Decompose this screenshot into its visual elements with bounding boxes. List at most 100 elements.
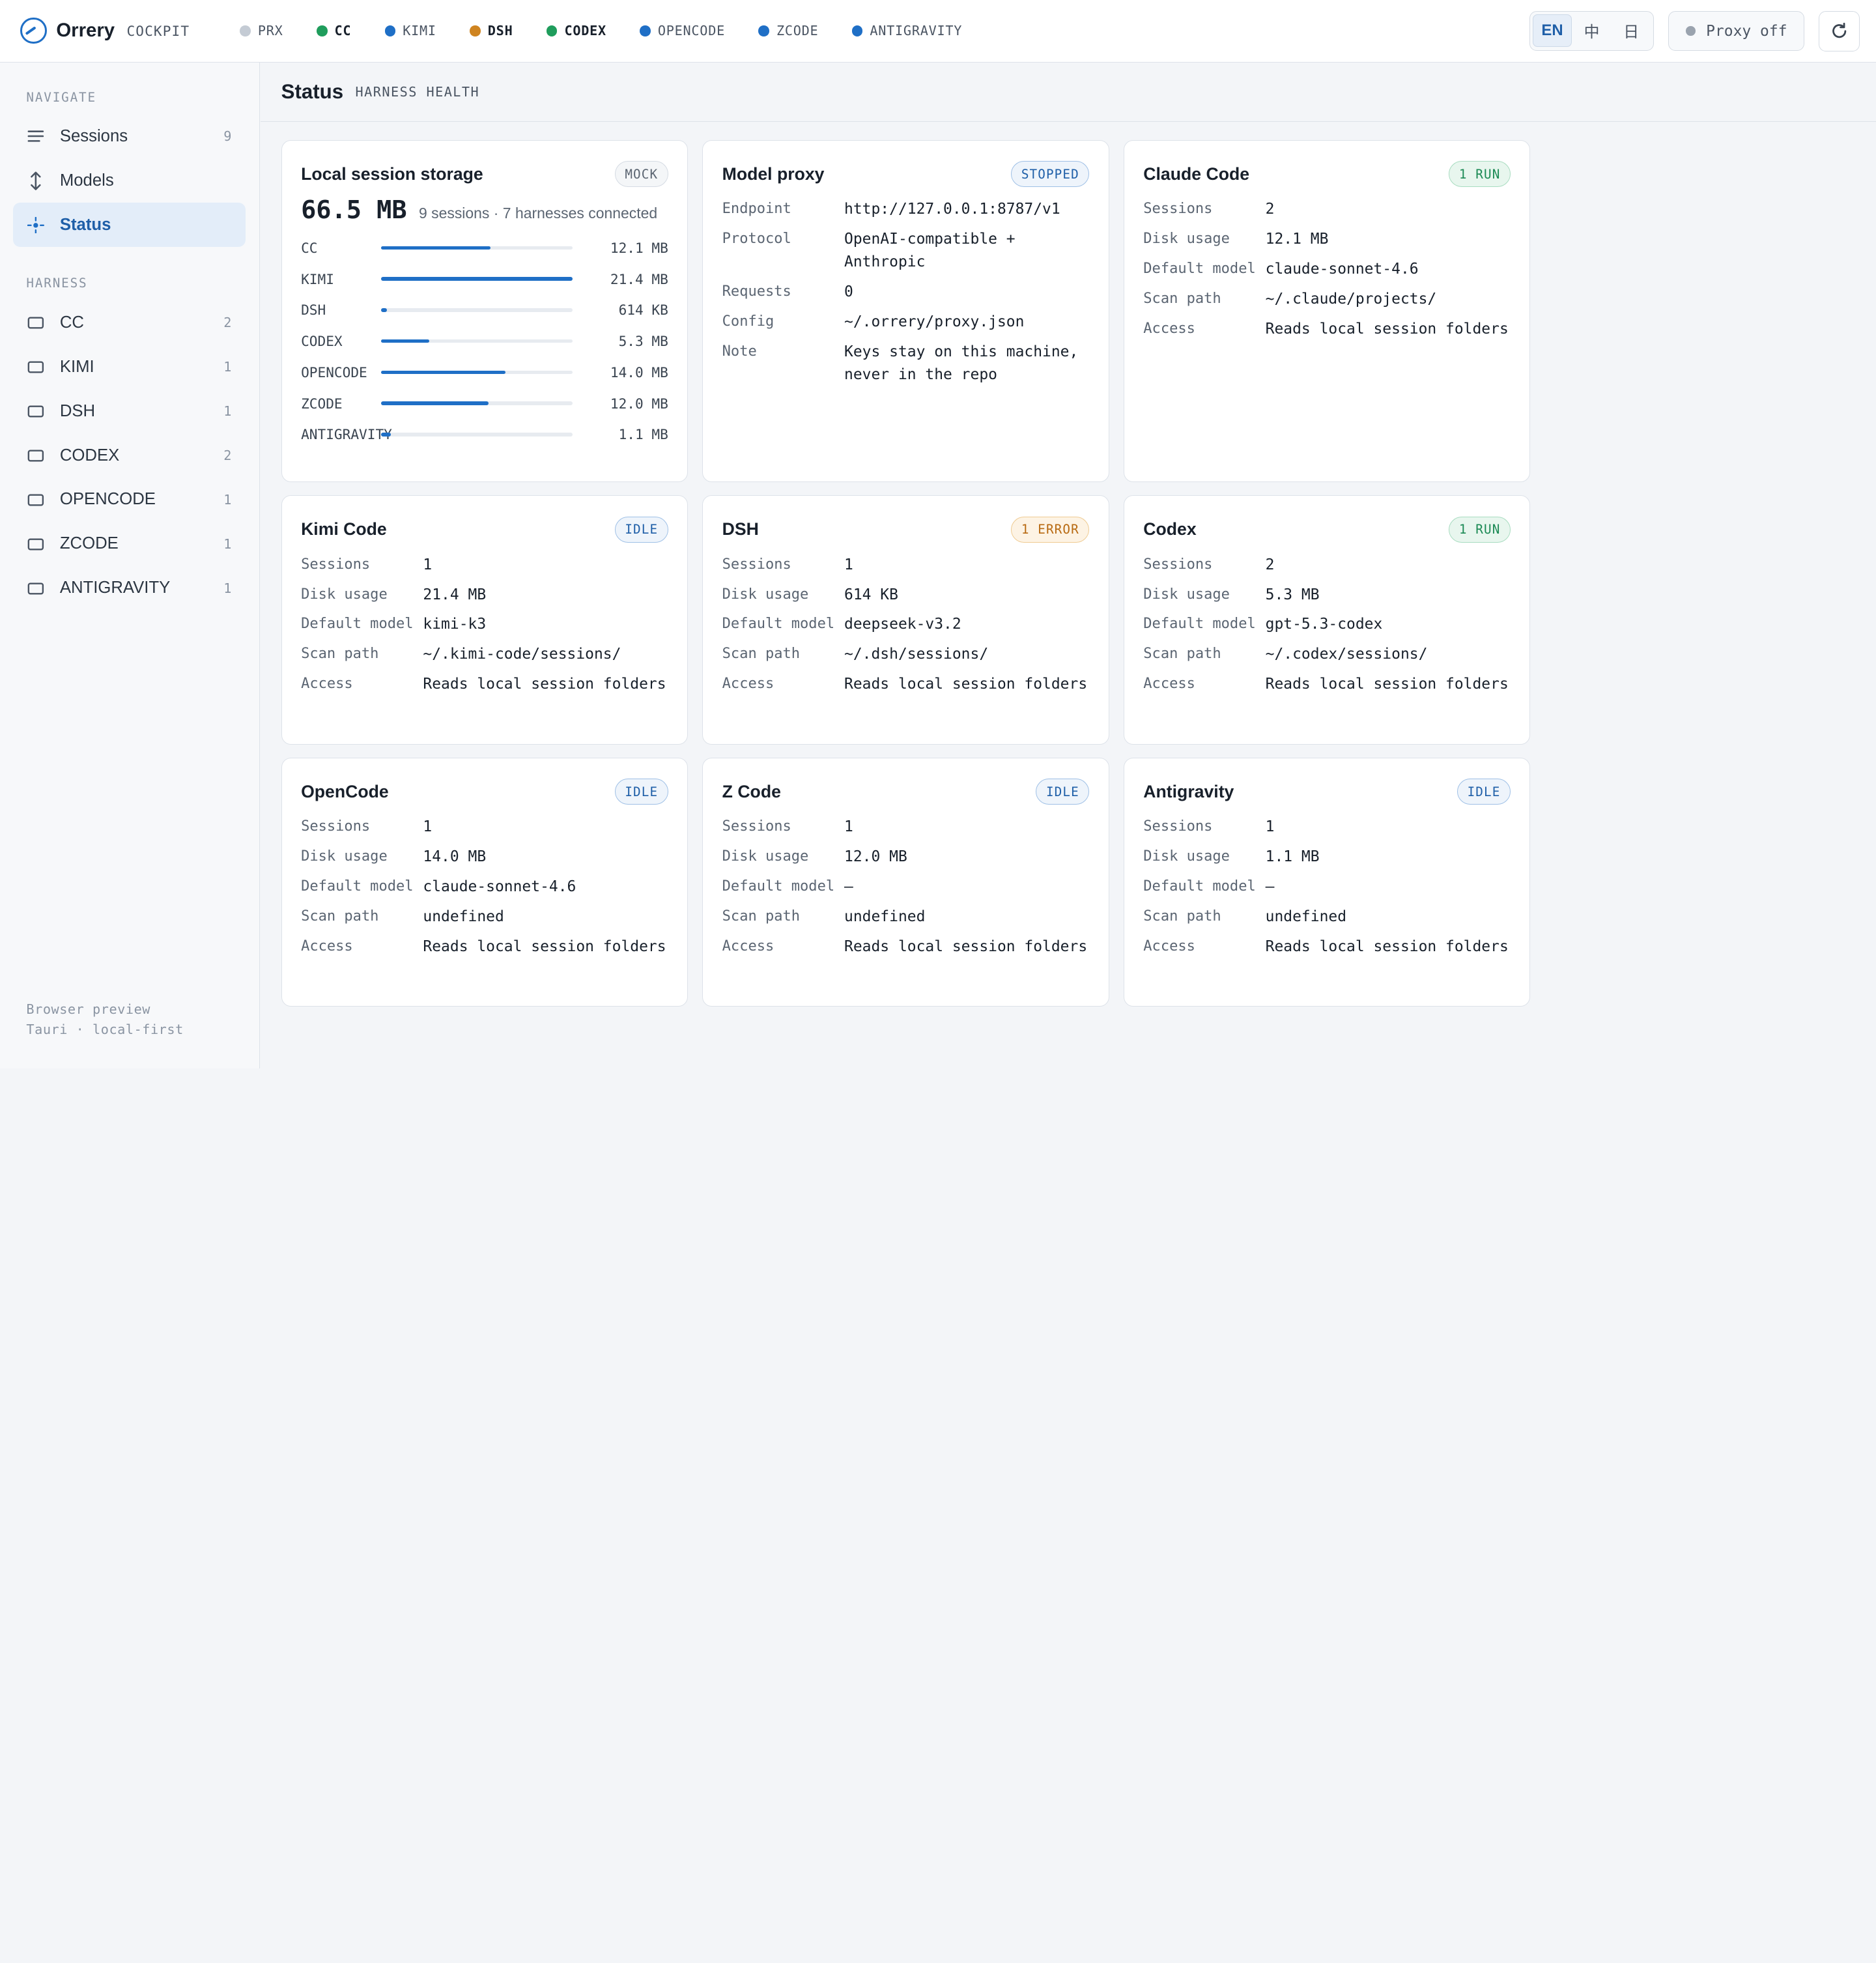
detail-value: 1.1 MB: [1265, 848, 1320, 865]
storage-row-value: 14.0 MB: [610, 364, 668, 380]
chip-label: ZCODE: [776, 23, 819, 39]
detail-value: 1: [844, 556, 853, 573]
detail-value: deepseek-v3.2: [844, 616, 961, 633]
detail-row: Sessions 1: [1143, 816, 1511, 838]
detail-key: Sessions: [301, 818, 371, 835]
detail-row: Access Reads local session folders: [1143, 673, 1511, 696]
card-title: Local session storage: [301, 164, 483, 184]
sidebar-item-antigravity[interactable]: ANTIGRAVITY 1: [13, 566, 246, 610]
harness-chip-kimi[interactable]: KIMI: [384, 23, 436, 38]
footer-line-runtime: Tauri · local-first: [26, 1022, 184, 1038]
detail-value: undefined: [423, 908, 504, 925]
card-title: Claude Code: [1143, 164, 1250, 184]
harness-chip-zcode[interactable]: ZCODE: [758, 23, 818, 38]
sidebar-item-zcode[interactable]: ZCODE 1: [13, 522, 246, 566]
detail-value: Reads local session folders: [423, 676, 666, 693]
detail-value: —: [1265, 878, 1275, 895]
harness-card-kimi-code[interactable]: Kimi Code IDLE Sessions 1 Disk usage 21.4 MB D…: [281, 495, 689, 745]
app-window: Orrery COCKPIT PRX CC KIMI DSH CODEX OPENCODE…: [0, 0, 1876, 1068]
harness-session-count: 1: [223, 491, 232, 508]
sidebar-footer: Browser preview Tauri · local-first: [26, 999, 183, 1040]
detail-value: ~/.claude/projects/: [1265, 290, 1437, 308]
detail-key: Disk usage: [722, 586, 809, 603]
detail-row: Default model gpt-5.3-codex: [1143, 613, 1511, 636]
refresh-button[interactable]: [1819, 10, 1860, 51]
chip-label: PRX: [257, 23, 283, 39]
harness-chip-prx[interactable]: PRX: [240, 23, 283, 38]
detail-row: Scan path undefined: [301, 906, 668, 928]
status-badge: MOCK: [614, 161, 668, 188]
detail-value: Reads local session folders: [844, 676, 1088, 693]
harness-card-codex[interactable]: Codex 1 RUN Sessions 2 Disk usage 5.3 MB Defau…: [1123, 495, 1531, 745]
lang-en-button[interactable]: EN: [1532, 14, 1572, 47]
detail-key: Default model: [722, 878, 835, 895]
usage-bar-fill: [381, 401, 489, 405]
harness-chip-antigravity[interactable]: ANTIGRAVITY: [851, 23, 962, 38]
detail-value: kimi-k3: [423, 616, 487, 633]
folder-icon: [26, 313, 45, 332]
detail-key: Disk usage: [1143, 230, 1230, 247]
footer-line-preview: Browser preview: [26, 1001, 150, 1017]
detail-row: Default model claude-sonnet-4.6: [301, 876, 668, 898]
harness-chip-dsh[interactable]: DSH: [470, 23, 513, 38]
detail-value: Keys stay on this machine, never in the …: [844, 343, 1079, 383]
sidebar-item-kimi[interactable]: KIMI 1: [13, 345, 246, 389]
card-title: Codex: [1143, 519, 1197, 539]
harness-chip-opencode[interactable]: OPENCODE: [640, 23, 725, 38]
detail-key: Default model: [1143, 878, 1256, 895]
storage-meta: 9 sessions · 7 harnesses connected: [418, 205, 658, 222]
detail-key: Sessions: [722, 818, 791, 835]
orrery-logo-icon: [20, 18, 47, 44]
harness-card-opencode[interactable]: OpenCode IDLE Sessions 1 Disk usage 14.0 MB De…: [281, 757, 689, 1007]
detail-key: Default model: [1143, 260, 1256, 277]
detail-key: Sessions: [1143, 818, 1213, 835]
detail-key: Disk usage: [722, 848, 809, 865]
harness-card-z-code[interactable]: Z Code IDLE Sessions 1 Disk usage 12.0 MB Defa…: [702, 757, 1109, 1007]
detail-row: Sessions 1: [301, 816, 668, 838]
storage-row-antigravity: ANTIGRAVITY 1.1 MB: [301, 419, 668, 450]
storage-row-zcode: ZCODE 12.0 MB: [301, 388, 668, 419]
status-dot-icon: [640, 25, 651, 36]
detail-row: Scan path undefined: [722, 906, 1090, 928]
detail-row: Scan path ~/.kimi-code/sessions/: [301, 643, 668, 666]
harness-card-dsh[interactable]: DSH 1 ERROR Sessions 1 Disk usage 614 KB Defau…: [702, 495, 1109, 745]
detail-value: ~/.codex/sessions/: [1265, 646, 1428, 663]
harness-card-antigravity[interactable]: Antigravity IDLE Sessions 1 Disk usage 1.1 MB…: [1123, 757, 1531, 1007]
chip-label: CC: [334, 23, 352, 39]
detail-key: Disk usage: [301, 848, 388, 865]
usage-bar-fill: [381, 370, 506, 375]
status-dot-icon: [470, 25, 481, 36]
detail-key: Sessions: [301, 556, 371, 573]
harness-session-count: 1: [223, 536, 232, 552]
lang-zh-button[interactable]: 中: [1584, 23, 1600, 42]
detail-row: Disk usage 12.1 MB: [1143, 228, 1511, 251]
harness-session-count: 2: [223, 315, 232, 331]
sidebar-item-dsh[interactable]: DSH 1: [13, 389, 246, 433]
status-badge: 1 RUN: [1449, 161, 1511, 188]
proxy-card: Model proxy STOPPED Endpoint http://127.0…: [702, 139, 1109, 483]
sidebar-item-codex[interactable]: CODEX 2: [13, 433, 246, 478]
status-badge: STOPPED: [1011, 161, 1090, 188]
sidebar-item-opencode[interactable]: OPENCODE 1: [13, 478, 246, 522]
proxy-toggle-button[interactable]: Proxy off: [1668, 11, 1805, 51]
detail-key: Default model: [722, 616, 835, 633]
harness-chip-cc[interactable]: CC: [316, 23, 352, 39]
sidebar-item-sessions[interactable]: Sessions 9: [13, 114, 246, 158]
detail-row: Scan path undefined: [1143, 906, 1511, 928]
detail-row: Protocol OpenAI-compatible + Anthropic: [722, 228, 1090, 274]
harness-chip-codex[interactable]: CODEX: [546, 23, 606, 38]
sidebar-item-models[interactable]: Models: [13, 158, 246, 203]
brand[interactable]: Orrery COCKPIT: [20, 18, 190, 44]
harness-detail-list: Sessions 2 Disk usage 12.1 MB Default model c…: [1143, 198, 1511, 341]
folder-icon: [26, 357, 45, 376]
storage-row-opencode: OPENCODE 14.0 MB: [301, 356, 668, 388]
sidebar-item-status[interactable]: Status: [13, 203, 246, 248]
lang-ja-button[interactable]: 日: [1623, 23, 1640, 42]
status-dot-icon: [240, 25, 251, 36]
detail-row: Config ~/.orrery/proxy.json: [722, 311, 1090, 334]
detail-value: OpenAI-compatible + Anthropic: [844, 230, 1016, 270]
harness-session-count: 1: [223, 359, 232, 375]
detail-key: Sessions: [1143, 201, 1213, 218]
harness-card-claude-code[interactable]: Claude Code 1 RUN Sessions 2 Disk usage 12.1 …: [1123, 139, 1531, 483]
sidebar-item-cc[interactable]: CC 2: [13, 300, 246, 345]
